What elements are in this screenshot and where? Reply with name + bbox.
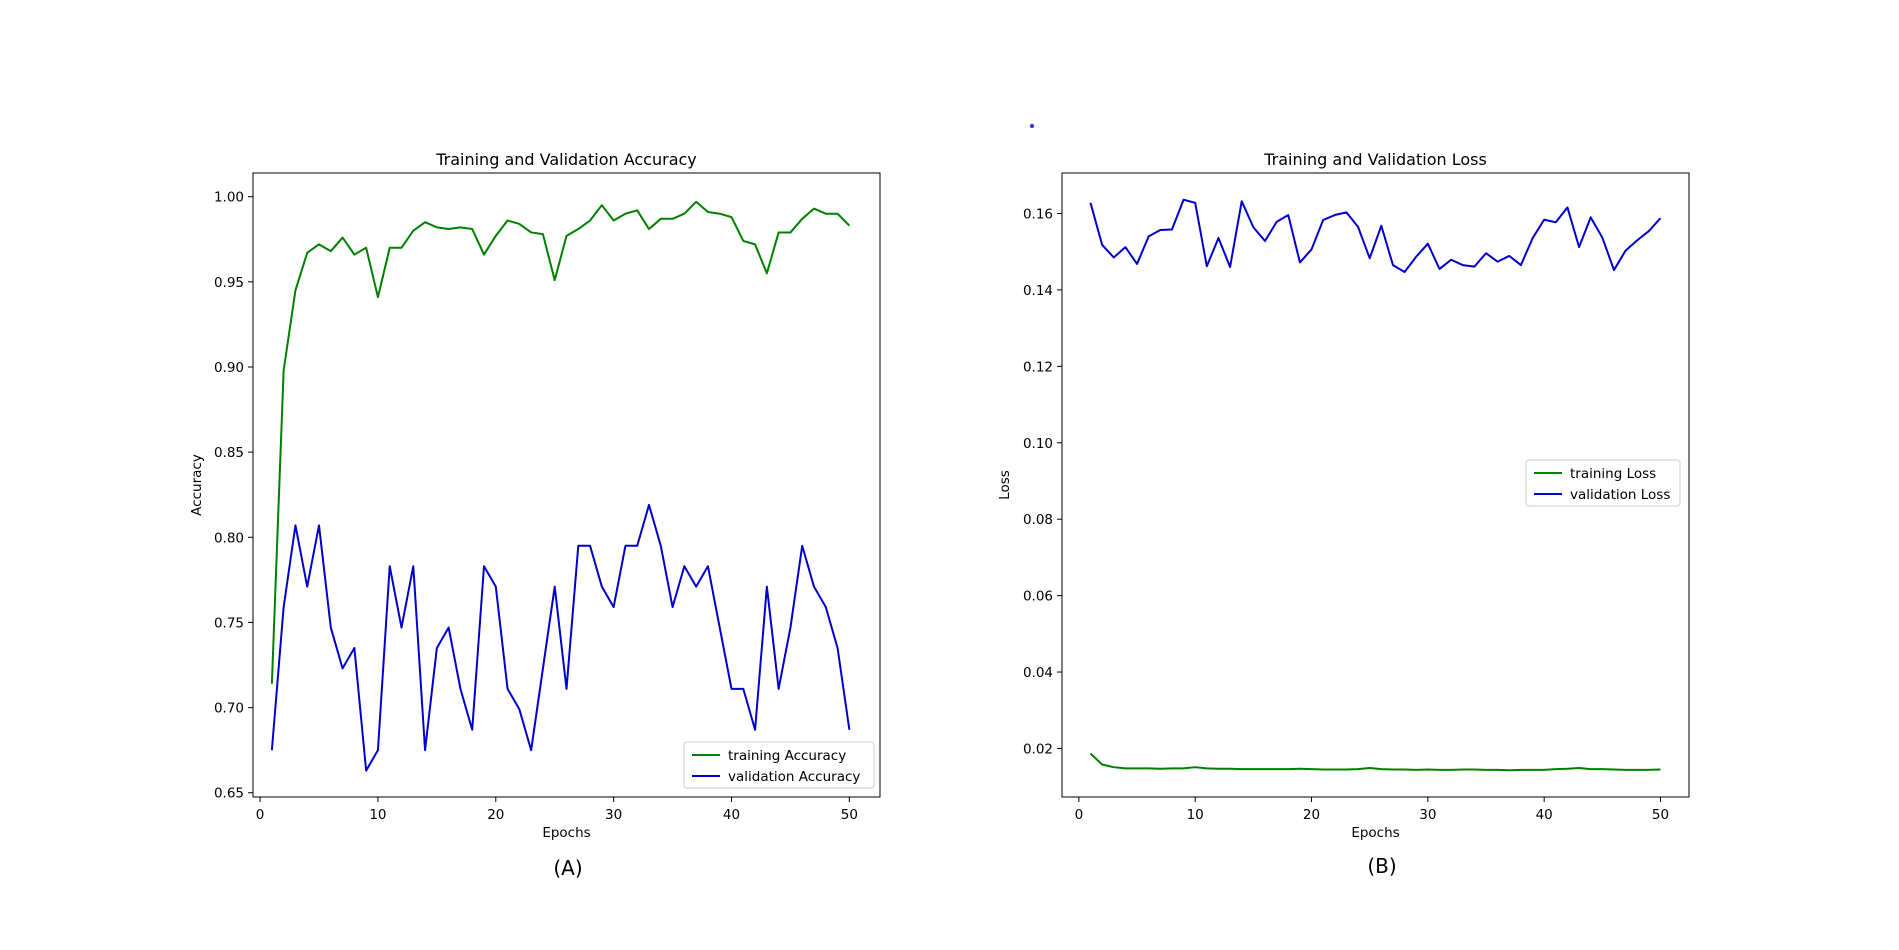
loss-chart: 0 10 20 30 40 50 0.02 0.04 0.06 0.08 0.10 0.12 0.14 0… [997,150,1690,841]
y-tick-label: 0.80 [214,530,244,546]
series-line-validation-loss [1089,198,1662,273]
series-line-training-accuracy [270,200,851,684]
y-tick-label: 0.65 [214,786,244,802]
chart-title: Training and Validation Accuracy [435,150,697,169]
y-tick-label: 0.12 [1023,359,1053,375]
legend-label: validation Accuracy [728,769,860,785]
y-tick-label: 0.04 [1023,665,1053,681]
y-tick-label: 0.16 [1023,207,1053,223]
plot-frame [252,172,881,798]
x-tick-label: 40 [723,807,740,823]
y-tick-label: 0.02 [1023,741,1053,757]
x-tick-label: 30 [1419,807,1436,823]
series-line-training-loss [1089,752,1661,772]
y-tick-label: 0.85 [214,445,244,461]
legend-box [683,741,875,789]
stray-dot [1029,123,1035,129]
x-tick-label: 10 [369,807,386,823]
plot-frame [1061,172,1690,798]
x-tick-label: 50 [1652,807,1669,823]
x-tick-label: 20 [1303,807,1320,823]
x-tick-label: 0 [1075,807,1084,823]
x-tick-label: 40 [1536,807,1553,823]
legend-label: training Accuracy [728,748,846,764]
y-axis-label: Loss [997,470,1013,500]
x-tick-label: 50 [841,807,858,823]
x-axis-label: Epochs [542,825,590,841]
y-tick-label: 0.06 [1023,589,1053,605]
x-tick-label: 0 [256,807,265,823]
y-tick-label: 0.90 [214,360,244,376]
y-axis-label: Accuracy [189,454,205,516]
x-tick-label: 30 [605,807,622,823]
y-tick-label: 0.14 [1023,283,1053,299]
legend-label: validation Loss [1570,487,1670,503]
accuracy-chart: 0 10 20 30 40 50 0.65 0.70 0.75 0.80 0.85 0.90 0.95 1… [189,150,881,841]
y-tick-label: 0.08 [1023,512,1053,528]
y-tick-label: 0.70 [214,701,244,717]
y-tick-label: 0.75 [214,615,244,631]
series-line-validation-accuracy [270,503,851,772]
chart-title: Training and Validation Loss [1263,150,1487,169]
legend-label: training Loss [1570,466,1656,482]
y-tick-label: 0.10 [1023,436,1053,452]
y-tick-label: 0.95 [214,275,244,291]
x-tick-label: 20 [487,807,504,823]
y-tick-label: 1.00 [214,190,244,206]
legend-box [1525,459,1681,507]
x-axis-label: Epochs [1351,825,1399,841]
x-tick-label: 10 [1187,807,1204,823]
caption-a: (A) [553,856,582,880]
caption-b: (B) [1367,854,1396,878]
